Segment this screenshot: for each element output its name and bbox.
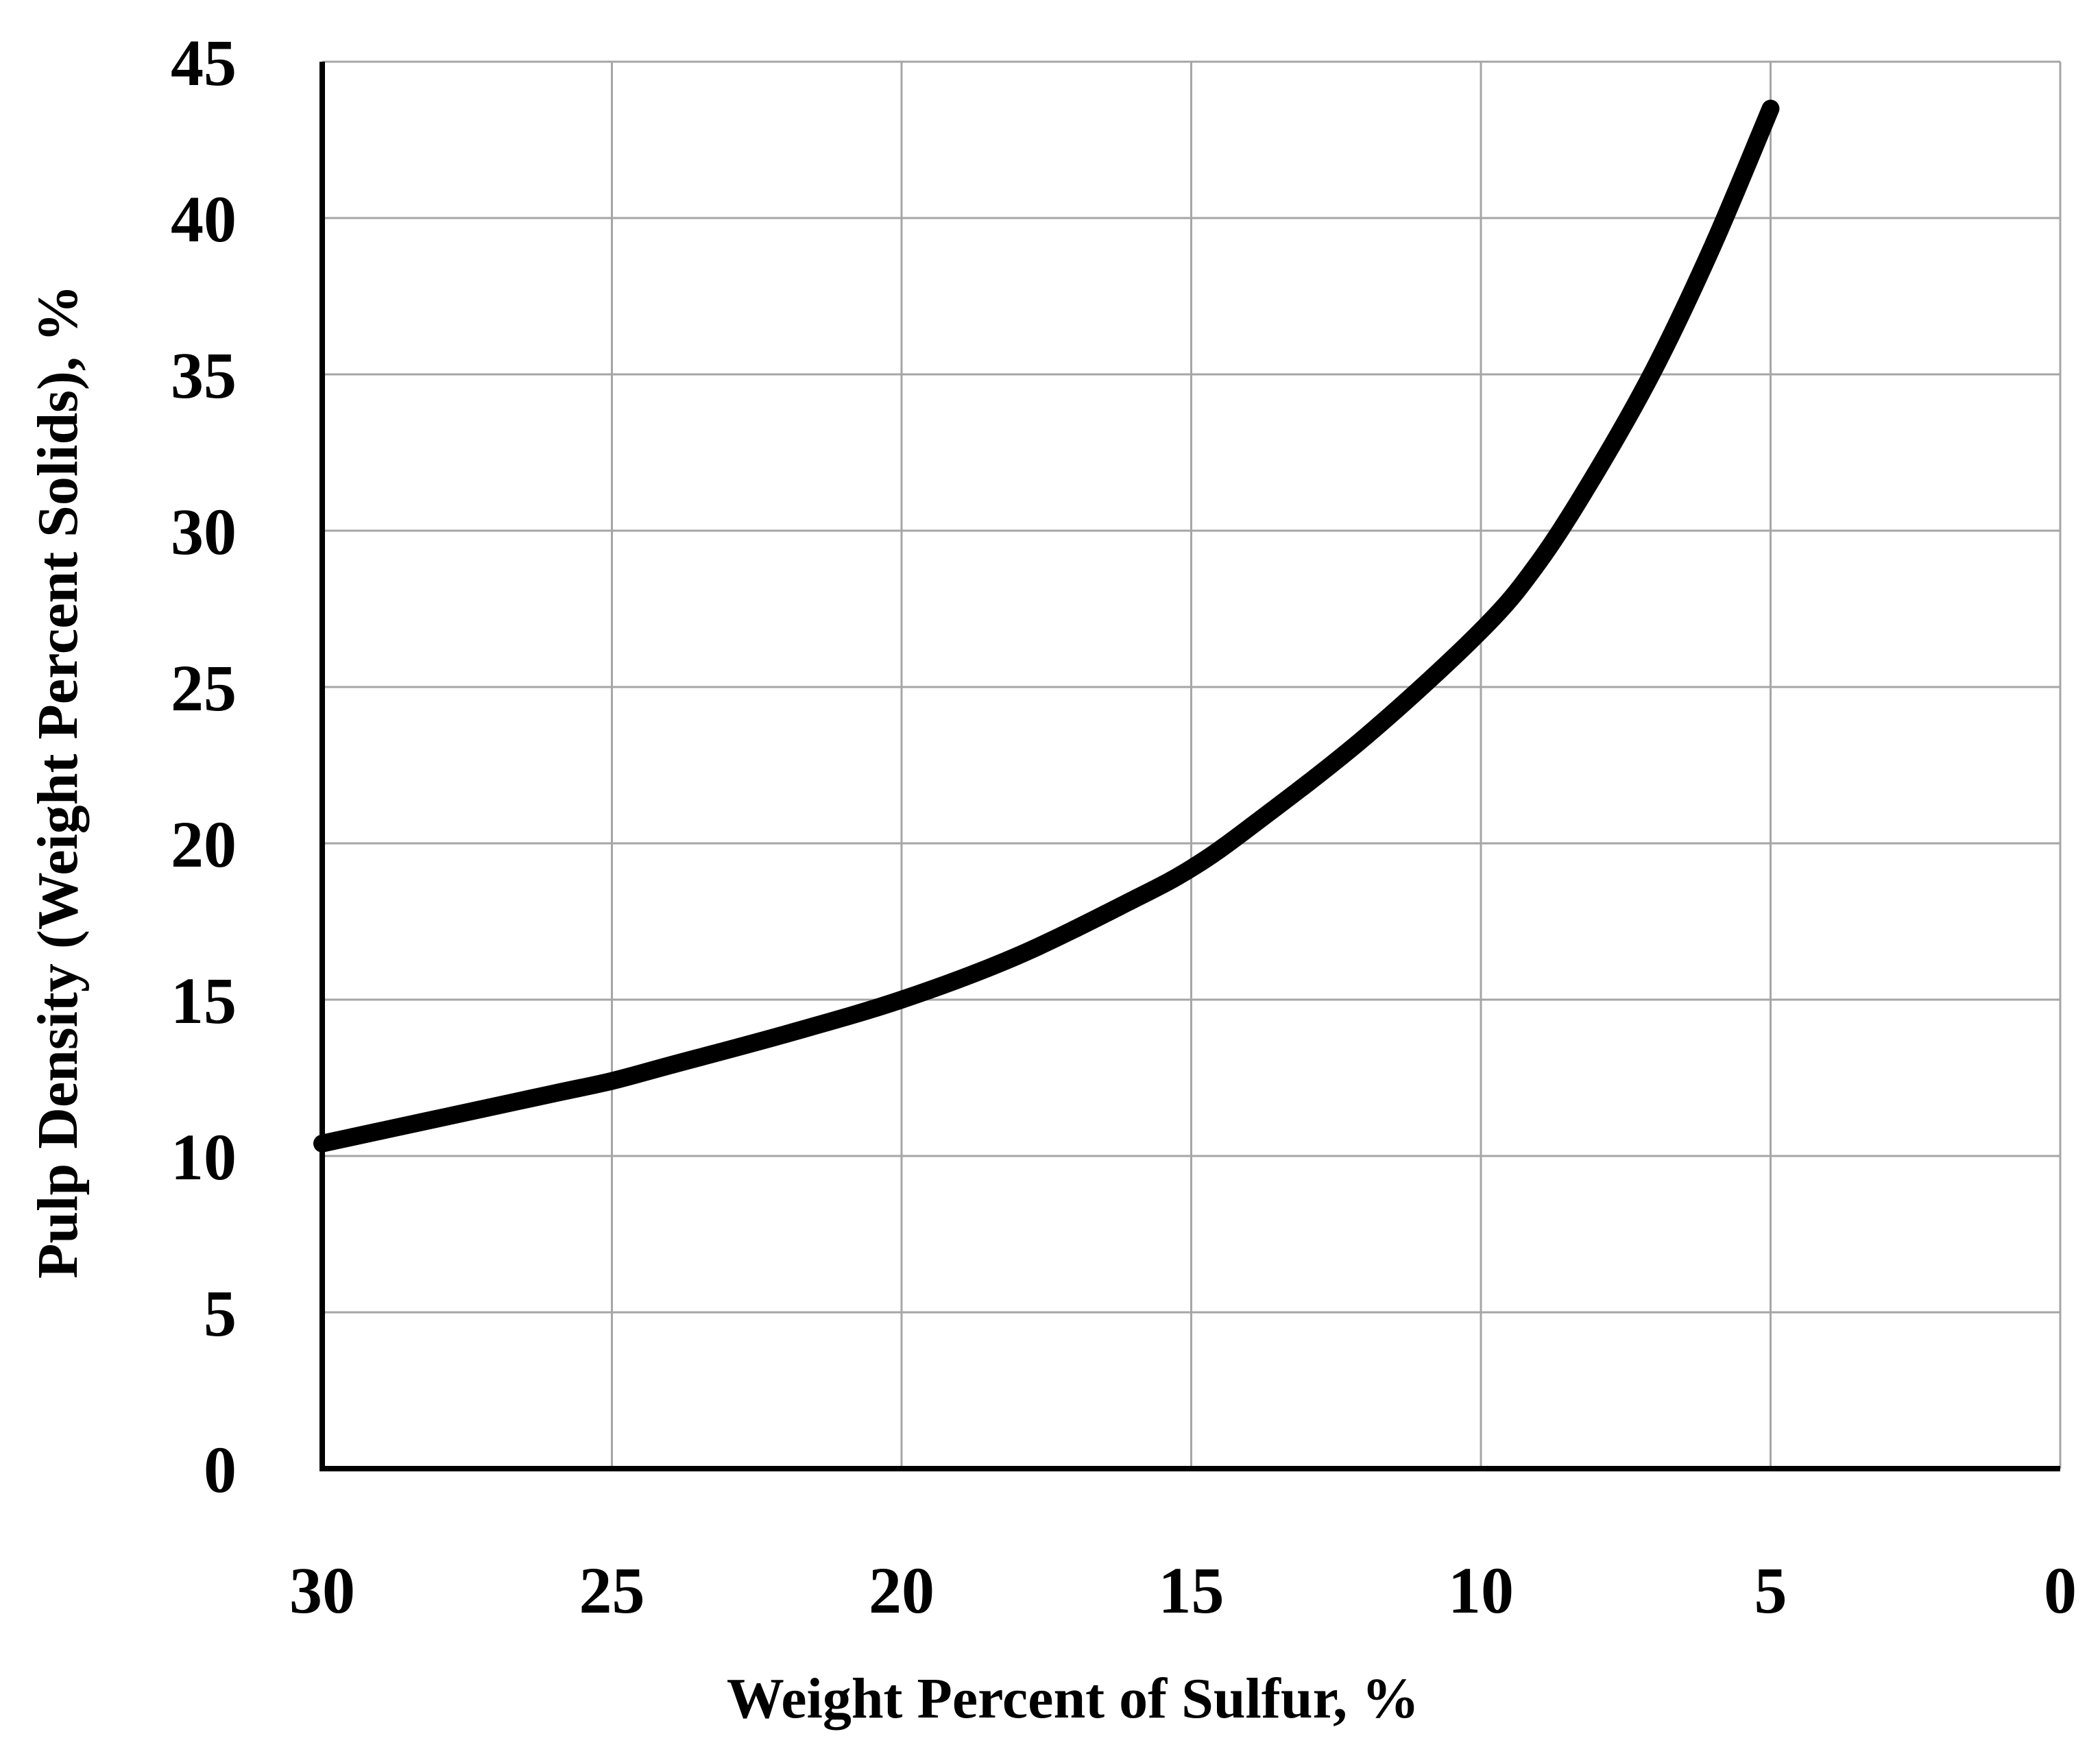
axes [319,62,2060,1471]
y-tick-label: 45 [171,26,237,99]
grid-lines [321,60,2062,1469]
y-tick-label: 15 [171,964,237,1037]
y-tick-label: 5 [204,1277,237,1350]
x-axis-title: Weight Percent of Sulfur, % [727,1667,1419,1731]
x-tick-label: 0 [2044,1554,2077,1627]
x-tick-label: 5 [1754,1554,1787,1627]
y-axis-title: Pulp Density (Weight Percent Solids), % [26,285,90,1279]
x-tick-label: 10 [1448,1554,1514,1627]
y-tick-label: 40 [171,182,237,256]
tick-labels: 0 5 10 15 20 25 30 35 40 45 30 25 20 15 10 5 0 [171,26,2077,1627]
y-tick-label: 20 [171,808,237,881]
y-tick-label: 25 [171,651,237,725]
x-tick-label: 20 [869,1554,934,1627]
series-line [313,99,1780,1153]
y-tick-label: 0 [204,1433,237,1506]
x-tick-label: 15 [1159,1554,1224,1627]
series-layer [313,99,1780,1153]
y-tick-label: 30 [171,495,237,568]
x-tick-label: 25 [579,1554,645,1627]
y-tick-label: 10 [171,1120,237,1194]
y-tick-label: 35 [171,339,237,412]
x-tick-label: 30 [289,1554,355,1627]
